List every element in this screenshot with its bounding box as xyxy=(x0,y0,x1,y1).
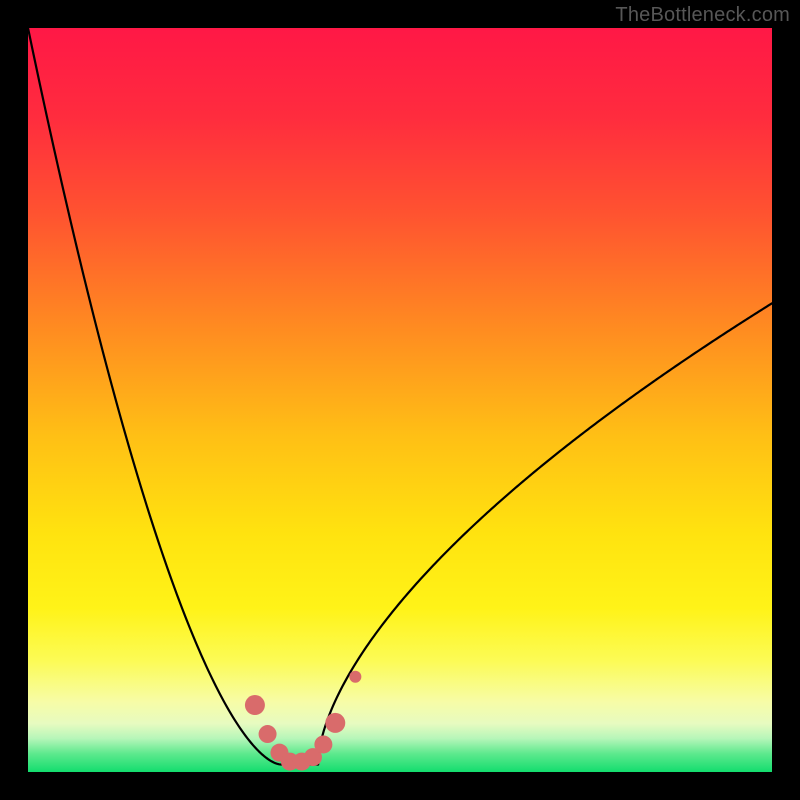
chart-container: TheBottleneck.com xyxy=(0,0,800,800)
marker-dot xyxy=(325,713,345,733)
marker-dot xyxy=(259,725,277,743)
marker-dot xyxy=(245,695,265,715)
chart-svg xyxy=(0,0,800,800)
marker-dot xyxy=(349,671,361,683)
plot-area xyxy=(28,28,772,772)
marker-dot xyxy=(314,735,332,753)
watermark-text: TheBottleneck.com xyxy=(615,4,790,27)
